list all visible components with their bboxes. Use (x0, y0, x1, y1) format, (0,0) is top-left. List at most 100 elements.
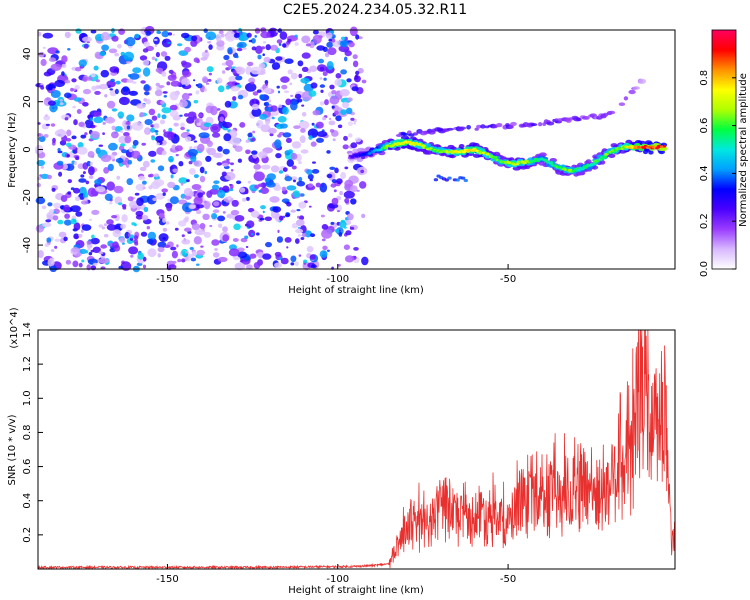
noise-speckle (193, 57, 200, 63)
noise-speckle (233, 223, 241, 231)
noise-speckle (92, 262, 98, 266)
bottom-x-tick-label: -150 (156, 574, 179, 585)
noise-speckle (250, 210, 260, 218)
noise-speckle (79, 248, 87, 255)
noise-speckle (307, 173, 314, 180)
noise-speckle (203, 88, 207, 92)
noise-speckle (77, 146, 88, 155)
noise-speckle (108, 48, 118, 54)
chart-title: C2E5.2024.234.05.32.R11 (282, 2, 468, 18)
noise-speckle (191, 223, 201, 231)
noise-speckle (122, 86, 130, 92)
noise-speckle (203, 200, 207, 204)
colorbar-tick-label: 0.0 (699, 261, 710, 277)
noise-speckle (259, 94, 265, 100)
noise-speckle (93, 65, 99, 71)
noise-speckle (190, 39, 198, 47)
noise-speckle (205, 31, 217, 41)
noise-speckle (227, 195, 232, 200)
noise-speckle (202, 213, 210, 220)
noise-speckle (180, 60, 187, 66)
noise-speckle (321, 229, 333, 239)
noise-speckle (163, 129, 166, 133)
noise-speckle (251, 103, 260, 110)
noise-speckle (159, 119, 166, 125)
noise-speckle (237, 251, 248, 259)
noise-speckle (209, 188, 219, 195)
noise-speckle (308, 90, 317, 97)
noise-speckle (217, 256, 228, 263)
noise-speckle (194, 229, 206, 236)
noise-speckle (339, 89, 350, 97)
noise-speckle (290, 262, 295, 266)
noise-speckle (253, 171, 265, 182)
colorbar-tick-label: 0.2 (699, 213, 710, 229)
noise-speckle (342, 144, 349, 150)
noise-speckle (264, 87, 272, 94)
noise-speckle (66, 142, 72, 147)
noise-speckle (279, 215, 284, 221)
noise-speckle (67, 179, 73, 184)
noise-speckle (290, 94, 294, 97)
noise-speckle (255, 45, 263, 54)
noise-speckle (82, 36, 92, 43)
noise-speckle (190, 257, 197, 262)
noise-speckle (329, 95, 340, 105)
noise-speckle (118, 202, 123, 206)
noise-speckle (230, 209, 240, 216)
noise-speckle (344, 56, 348, 62)
noise-speckle (270, 44, 278, 51)
noise-speckle (87, 187, 97, 197)
noise-speckle (161, 188, 168, 193)
noise-speckle (247, 61, 254, 67)
noise-speckle (349, 26, 358, 37)
noise-speckle (83, 192, 89, 199)
noise-speckle (81, 200, 89, 205)
noise-speckle (144, 35, 149, 38)
noise-speckle (319, 101, 325, 106)
noise-speckle (142, 180, 147, 185)
noise-speckle (277, 28, 283, 33)
noise-speckle (301, 233, 307, 238)
noise-speckle (142, 256, 147, 262)
noise-speckle (345, 107, 353, 115)
noise-speckle (185, 136, 192, 142)
signal-blob (532, 159, 537, 163)
noise-speckle (155, 67, 164, 73)
noise-speckle (337, 263, 341, 267)
noise-speckle (355, 137, 362, 143)
noise-speckle (121, 204, 127, 208)
noise-speckle (309, 41, 315, 49)
noise-speckle (279, 123, 288, 129)
noise-speckle (264, 216, 272, 222)
noise-speckle (162, 237, 167, 240)
noise-speckle (54, 79, 65, 88)
noise-speckle (216, 77, 223, 84)
noise-speckle (160, 51, 168, 57)
noise-speckle (46, 237, 52, 243)
noise-speckle (208, 72, 212, 76)
noise-speckle (300, 149, 309, 154)
noise-speckle (282, 132, 292, 138)
bottom-x-axis-label: Height of straight line (km) (288, 585, 424, 596)
noise-speckle (251, 100, 254, 103)
noise-speckle (203, 231, 211, 238)
noise-speckle (276, 39, 283, 44)
noise-speckle (205, 82, 210, 85)
colorbar-tick-label: 0.6 (699, 118, 710, 134)
signal-blob (516, 160, 521, 164)
noise-speckle (187, 111, 197, 119)
noise-speckle (205, 155, 212, 162)
noise-speckle (168, 32, 173, 36)
noise-speckle (244, 235, 249, 240)
noise-speckle (326, 41, 334, 48)
noise-speckle (171, 250, 178, 259)
noise-speckle (355, 70, 360, 76)
noise-speckle (181, 32, 190, 39)
signal-blob (495, 158, 499, 162)
noise-speckle (295, 238, 300, 244)
signal-blob (563, 168, 568, 171)
noise-speckle (184, 132, 190, 136)
noise-speckle (229, 188, 234, 192)
noise-speckle (293, 125, 301, 129)
